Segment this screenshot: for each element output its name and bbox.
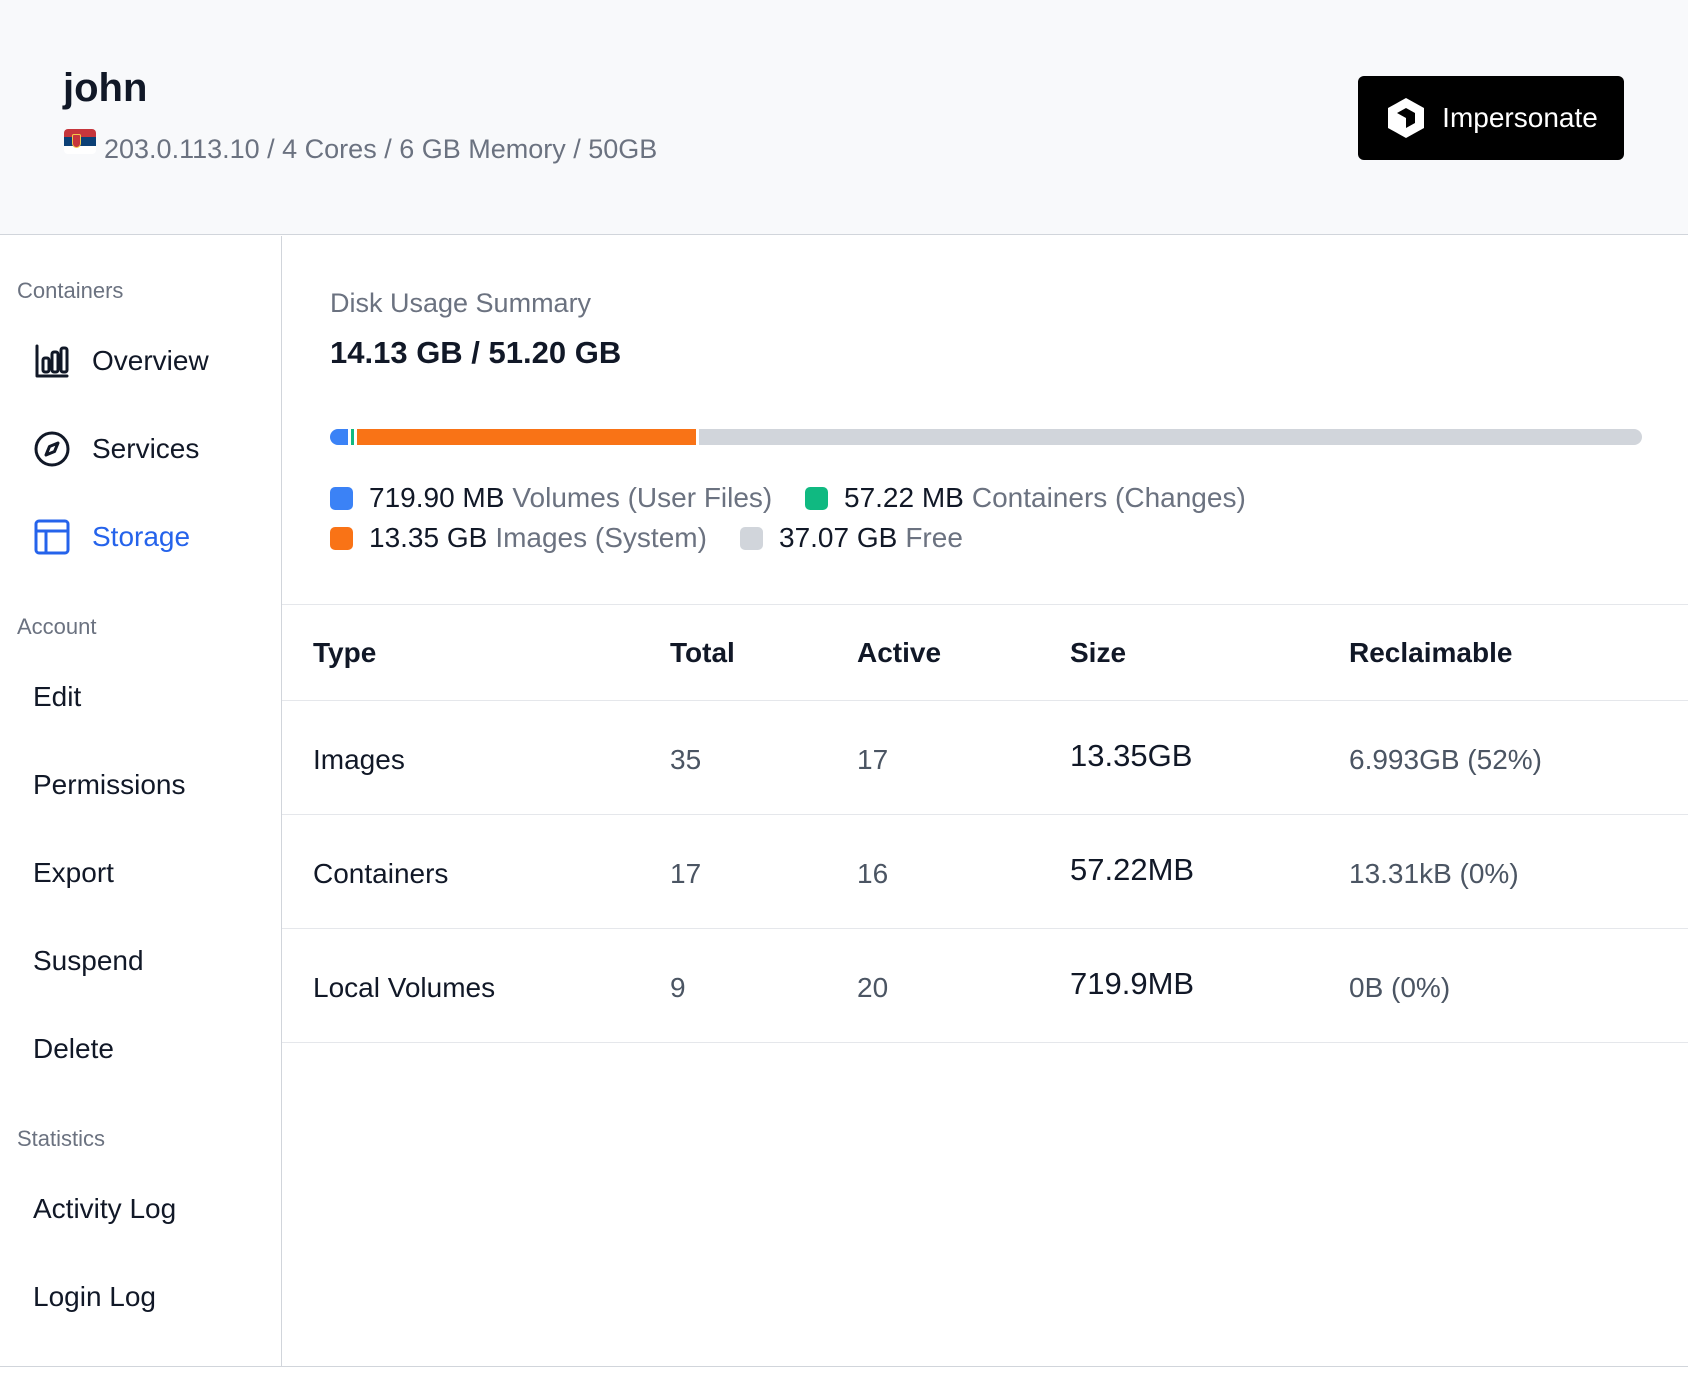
column-header-reclaimable: Reclaimable	[1349, 637, 1513, 668]
column-header-size: Size	[1070, 637, 1127, 668]
table-icon	[32, 517, 72, 557]
cell-type: Images	[313, 744, 405, 775]
table-row: Images 35 17 13.35GB 6.993GB (52%)	[282, 701, 1688, 815]
cell-type: Local Volumes	[313, 972, 496, 1003]
sidebar: Containers Overview Services	[0, 236, 282, 1366]
legend-swatch	[330, 486, 353, 510]
section-title-account: Account	[17, 614, 97, 639]
cell-total: 17	[670, 858, 702, 889]
legend-name: Volumes (User Files)	[512, 482, 773, 513]
sidebar-item-services[interactable]: Services	[0, 414, 280, 484]
cell-active: 16	[857, 858, 889, 889]
cell-active: 20	[857, 972, 889, 1003]
table-row: Local Volumes 9 20 719.9MB 0B (0%)	[282, 929, 1688, 1043]
user-name: john	[63, 66, 148, 110]
sidebar-item-export[interactable]: Export	[33, 857, 114, 888]
cell-type: Containers	[313, 858, 449, 889]
legend-swatch	[330, 526, 353, 550]
legend-name: Free	[905, 522, 963, 553]
section-title-containers: Containers	[17, 278, 124, 303]
cell-total: 35	[670, 744, 702, 775]
sidebar-item-suspend[interactable]: Suspend	[33, 945, 144, 976]
usage-bar-images	[356, 429, 697, 445]
legend-free: 37.07 GB Free	[740, 522, 963, 554]
usage-bar-free	[699, 429, 1642, 445]
serbia-flag-icon	[64, 129, 96, 154]
legend-name: Images (System)	[495, 522, 707, 553]
cell-size: 719.9MB	[1070, 966, 1195, 1001]
storage-table: Type Total Active Size Reclaimable Image…	[282, 604, 1688, 1043]
bottom-divider	[0, 1366, 1688, 1367]
cube-icon	[1388, 98, 1425, 138]
column-header-type: Type	[313, 637, 377, 668]
disk-usage-label: Disk Usage Summary	[330, 288, 592, 318]
sidebar-item-activity-log[interactable]: Activity Log	[33, 1193, 177, 1224]
sidebar-item-label: Storage	[92, 521, 191, 552]
sidebar-item-label: Services	[92, 433, 200, 464]
compass-icon	[32, 429, 72, 469]
cell-reclaimable: 0B (0%)	[1349, 972, 1451, 1003]
column-header-active: Active	[857, 637, 942, 668]
sidebar-item-label: Overview	[92, 345, 209, 376]
legend-amount: 13.35 GB	[369, 522, 488, 553]
bar-chart-icon	[32, 341, 72, 381]
table-header-row: Type Total Active Size Reclaimable	[282, 605, 1688, 701]
legend-name: Containers (Changes)	[971, 482, 1246, 513]
sidebar-item-storage[interactable]: Storage	[0, 502, 280, 572]
legend-swatch	[805, 486, 828, 510]
sidebar-item-edit[interactable]: Edit	[33, 681, 82, 712]
page-header: john 203.0.113.10 / 4 Cores / 6 GB Memor…	[0, 0, 1688, 235]
server-meta: 203.0.113.10 / 4 Cores / 6 GB Memory / 5…	[104, 134, 658, 164]
section-title-statistics: Statistics	[17, 1126, 106, 1151]
disk-usage-value: 14.13 GB / 51.20 GB	[330, 335, 622, 370]
legend-amount: 57.22 MB	[844, 482, 964, 513]
sidebar-item-delete[interactable]: Delete	[33, 1033, 114, 1064]
legend-images: 13.35 GB Images (System)	[330, 522, 707, 554]
cell-size: 13.35GB	[1070, 738, 1193, 773]
sidebar-item-overview[interactable]: Overview	[0, 326, 280, 396]
legend-amount: 719.90 MB	[369, 482, 505, 513]
impersonate-label: Impersonate	[1442, 102, 1598, 133]
column-header-total: Total	[670, 637, 735, 668]
cell-active: 17	[857, 744, 889, 775]
sidebar-item-login-log[interactable]: Login Log	[33, 1281, 157, 1312]
sidebar-item-permissions[interactable]: Permissions	[33, 769, 186, 800]
legend-containers: 57.22 MB Containers (Changes)	[805, 482, 1246, 514]
legend-amount: 37.07 GB	[779, 522, 898, 553]
cell-size: 57.22MB	[1070, 852, 1195, 887]
impersonate-button[interactable]: Impersonate	[1358, 76, 1624, 160]
usage-bar-containers	[350, 429, 354, 445]
cell-reclaimable: 6.993GB (52%)	[1349, 744, 1542, 775]
disk-usage-bar	[330, 429, 1642, 445]
cell-reclaimable: 13.31kB (0%)	[1349, 858, 1519, 889]
legend-swatch	[740, 526, 763, 550]
legend-volumes: 719.90 MB Volumes (User Files)	[330, 482, 772, 514]
main-content: Disk Usage Summary 14.13 GB / 51.20 GB 7…	[282, 236, 1688, 1366]
cell-total: 9	[670, 972, 686, 1003]
usage-bar-volumes	[330, 429, 348, 445]
table-row: Containers 17 16 57.22MB 13.31kB (0%)	[282, 815, 1688, 929]
